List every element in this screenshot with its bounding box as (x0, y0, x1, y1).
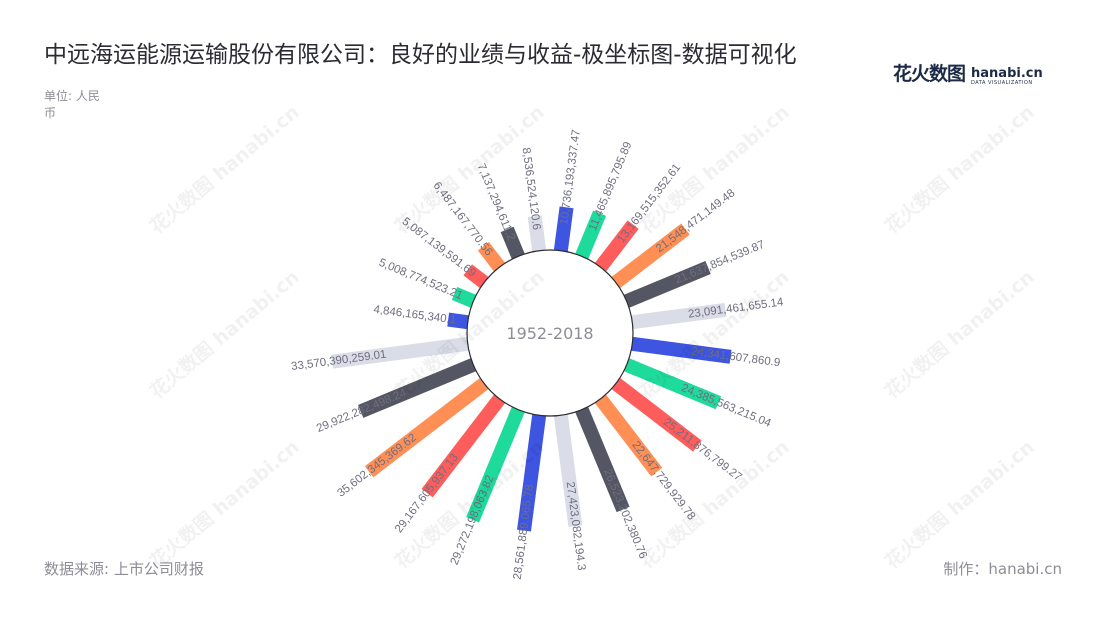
bars-group (331, 206, 732, 532)
value-label: 23,091,461,655.14 (687, 296, 784, 320)
value-label: 21,637,854,539.87 (673, 239, 766, 287)
bar (594, 394, 663, 477)
logo-en-text: hanabi.cn (971, 66, 1043, 81)
bar (527, 215, 547, 252)
bar (624, 261, 711, 308)
bar (553, 206, 574, 252)
bar (631, 302, 727, 330)
value-label: 29,272,198,063.82 (449, 474, 497, 567)
value-label: 21,548,471,149.48 (654, 187, 737, 255)
bar (594, 220, 639, 272)
page-title: 中远海运能源运输股份有限公司：良好的业绩与收益-极坐标图-数据可视化 (44, 42, 797, 68)
bar (421, 394, 506, 498)
bar (451, 286, 476, 308)
bar (575, 210, 607, 259)
value-label: 10,736,193,337.47 (558, 129, 582, 226)
logo-cn-text: 花火数图 (893, 63, 966, 85)
value-label: 11,465,895,795.89 (587, 140, 634, 232)
bar (466, 407, 525, 523)
bar (447, 312, 469, 330)
value-label: 22,647,729,929.78 (629, 439, 697, 522)
bar (477, 241, 506, 272)
bar (611, 377, 702, 452)
bar (364, 377, 489, 478)
value-label: 35,602,345,369.62 (335, 432, 418, 500)
bar (611, 223, 690, 289)
bar (575, 407, 630, 513)
bar (624, 358, 722, 410)
value-label: 24,341,607,860.9 (691, 346, 781, 370)
hanabi-logo: 花火数图 hanabi.cn DATA VISUALIZATION (893, 60, 1043, 86)
value-label: 25,211,876,799.27 (661, 416, 744, 483)
bar (517, 414, 547, 532)
value-label: 24,385,563,215.04 (679, 382, 773, 430)
center-circle (466, 249, 634, 417)
value-label: 26,523,202,380.76 (601, 467, 649, 560)
bar (553, 414, 583, 527)
value-label: 29,167,605,937.13 (393, 452, 461, 535)
bar (500, 226, 525, 259)
logo-sub-text: DATA VISUALIZATION (971, 80, 1033, 86)
value-label: 7,137,294,611.2 (475, 162, 518, 243)
bar (331, 336, 469, 369)
value-label: 33,570,390,259.01 (291, 349, 388, 373)
center-label: 1952-2018 (506, 324, 593, 343)
unit-label: 单位: 人民币 (44, 89, 100, 120)
bar (631, 336, 732, 364)
source-text: 数据来源: 上市公司财报 (44, 560, 204, 578)
bar (463, 264, 489, 289)
value-label: 28,561,889,065.78 (512, 484, 536, 581)
value-label: 27,423,082,194.3 (564, 481, 588, 571)
value-label: 29,922,282,498.24 (315, 387, 409, 435)
value-label: 8,536,524,120.6 (520, 147, 543, 231)
bar (358, 358, 476, 418)
value-label: 4,846,165,340.1 (373, 304, 457, 327)
maker-text: 制作：hanabi.cn (943, 560, 1062, 578)
